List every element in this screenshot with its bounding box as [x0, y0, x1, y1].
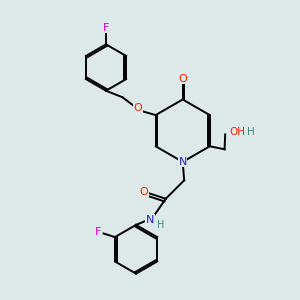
- Text: F: F: [103, 23, 109, 33]
- Text: N: N: [146, 214, 154, 224]
- Text: F: F: [95, 227, 101, 237]
- Text: O: O: [178, 74, 187, 84]
- Text: H: H: [157, 220, 164, 230]
- Text: OH: OH: [230, 127, 246, 137]
- Text: O: O: [134, 103, 142, 113]
- Text: O: O: [140, 187, 148, 197]
- Text: N: N: [178, 157, 187, 167]
- Text: H: H: [247, 127, 254, 137]
